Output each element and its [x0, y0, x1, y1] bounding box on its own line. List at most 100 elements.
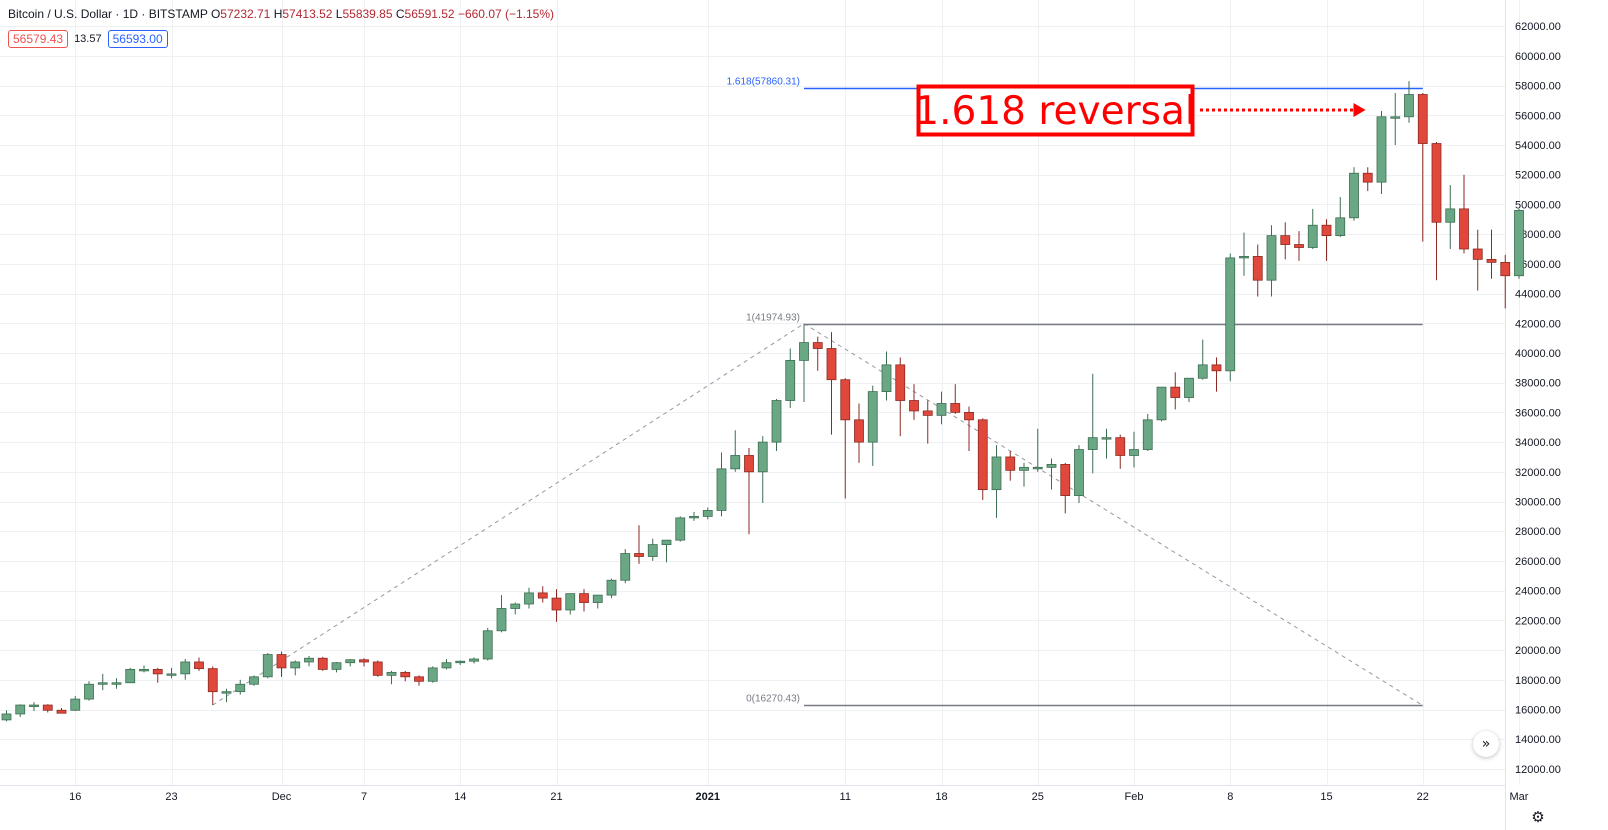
time-tick-label: 16	[69, 791, 81, 803]
low-label: L	[335, 7, 343, 21]
quote-badges: 56579.43 13.57 56593.00	[8, 30, 168, 48]
candle	[537, 586, 548, 603]
candle	[867, 385, 878, 466]
candle-body	[1005, 456, 1016, 471]
candle-body	[1156, 386, 1167, 421]
symbol-title: Bitcoin / U.S. Dollar · 1D · BITSTAMP	[8, 7, 208, 21]
price-tick-label: 56000.00	[1515, 110, 1561, 122]
candle	[895, 357, 906, 437]
candle	[1211, 357, 1222, 392]
candle-body	[799, 342, 809, 361]
candle	[812, 336, 823, 371]
candle-body	[840, 379, 851, 421]
candle	[400, 670, 411, 682]
candle	[785, 348, 796, 408]
time-tick-label: 25	[1032, 791, 1044, 803]
price-tick-label: 22000.00	[1515, 615, 1561, 627]
candle	[455, 660, 466, 665]
candle	[317, 656, 328, 671]
candle-body	[909, 400, 919, 412]
candle	[1390, 93, 1401, 146]
candle-body	[469, 658, 479, 662]
candles	[1, 81, 1524, 722]
fib-level-label: 1.618(57860.31)	[727, 77, 800, 88]
candle-body	[1514, 209, 1524, 277]
candle	[235, 679, 246, 695]
candle-body	[1087, 437, 1098, 450]
annotation-arrow-head	[1353, 103, 1366, 117]
candle-body	[235, 683, 246, 693]
gear-icon[interactable]: ⚙	[1531, 808, 1545, 826]
candle	[950, 384, 961, 414]
time-tick-label: 21	[550, 791, 562, 803]
candle	[331, 661, 342, 673]
candle-body	[1362, 172, 1373, 183]
change-value: −660.07 (−1.15%)	[457, 7, 555, 21]
candle-body	[262, 654, 273, 678]
chart-header: Bitcoin / U.S. Dollar · 1D · BITSTAMP O5…	[8, 7, 554, 21]
candle	[194, 657, 204, 671]
candle	[1156, 386, 1167, 422]
candle	[1472, 229, 1483, 291]
candle-body	[867, 391, 878, 443]
time-tick-label: Mar	[1510, 791, 1529, 803]
price-tick-label: 38000.00	[1515, 378, 1561, 390]
double-chevron-right-icon[interactable]: »	[1473, 731, 1499, 757]
time-tick-label: 8	[1227, 791, 1233, 803]
candle-body	[1, 713, 12, 721]
candle-body	[730, 455, 741, 470]
candle	[840, 378, 851, 499]
candle	[359, 658, 369, 667]
candle-body	[592, 594, 603, 603]
candle	[469, 657, 479, 664]
candle	[1376, 110, 1387, 195]
candle	[482, 627, 493, 661]
sell-price-button[interactable]: 56579.43	[8, 30, 69, 48]
price-tick-label: 30000.00	[1515, 497, 1561, 509]
candle-body	[455, 660, 466, 664]
candle-body	[1115, 437, 1126, 456]
candle-body	[964, 411, 974, 421]
time-tick-label: Dec	[272, 791, 292, 803]
candle-body	[1197, 364, 1208, 379]
time-tick-label: 7	[361, 791, 367, 803]
candle	[592, 594, 603, 609]
candle	[427, 666, 438, 683]
candle	[56, 708, 67, 714]
candle-body	[84, 683, 94, 700]
candle	[290, 660, 301, 676]
candle-body	[1486, 258, 1497, 263]
candle-body	[606, 579, 617, 596]
annotation-callout: 1.618 reversal	[914, 84, 1366, 137]
candle	[1362, 167, 1373, 192]
candle	[826, 332, 837, 435]
grid	[0, 0, 1520, 785]
candle-body	[510, 603, 521, 609]
candle-body	[1019, 466, 1029, 471]
time-tick-label: 14	[454, 791, 466, 803]
candle-body	[386, 671, 397, 676]
price-tick-label: 48000.00	[1515, 229, 1561, 241]
candle-body	[1321, 224, 1332, 237]
candle	[1335, 197, 1346, 238]
candle	[579, 589, 589, 612]
price-tick-label: 52000.00	[1515, 170, 1561, 182]
price-tick-label: 58000.00	[1515, 81, 1561, 93]
candle-body	[400, 671, 411, 678]
candle	[1101, 428, 1112, 459]
candle-body	[1239, 256, 1249, 259]
candle	[964, 406, 974, 452]
candle-body	[579, 593, 589, 603]
candle-body	[744, 455, 754, 473]
candle	[1225, 253, 1236, 382]
spread-value: 13.57	[74, 33, 102, 45]
candle	[1239, 232, 1249, 276]
candle-body	[1184, 377, 1194, 398]
buy-price-button[interactable]: 56593.00	[107, 30, 168, 48]
candle-body	[290, 661, 301, 669]
low-value: 55839.85	[342, 7, 393, 21]
candle	[1280, 222, 1291, 260]
candle-body	[1211, 364, 1222, 372]
